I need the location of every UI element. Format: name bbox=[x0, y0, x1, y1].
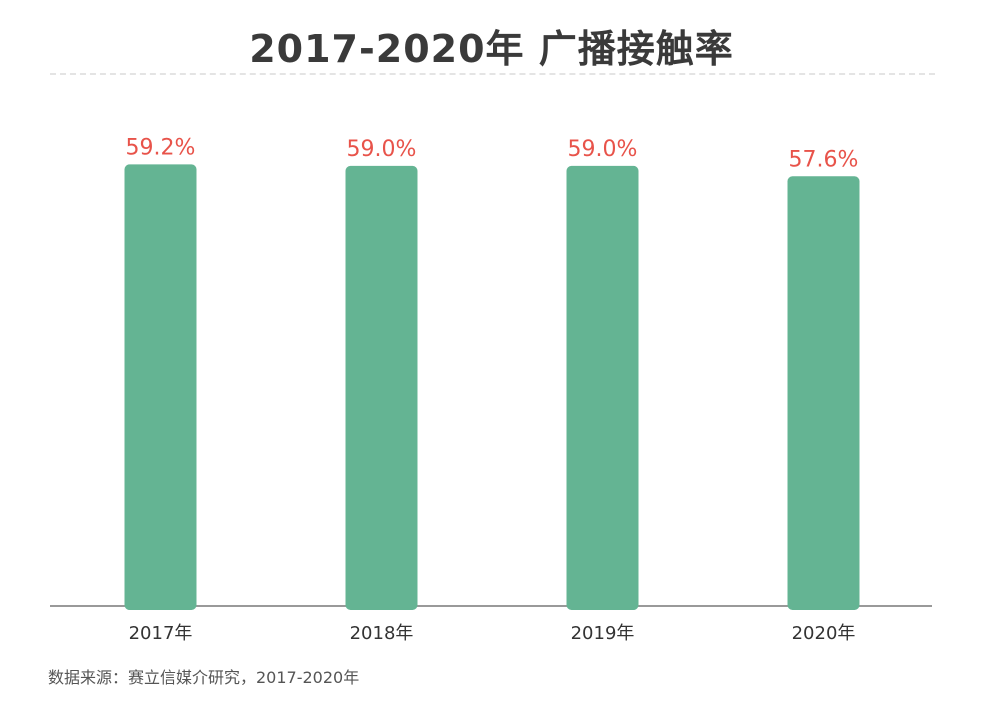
bar-3 bbox=[566, 165, 639, 611]
bars-group bbox=[124, 164, 860, 611]
value-label-2: 59.0% bbox=[347, 137, 417, 162]
x-tick-label-3: 2019年 bbox=[571, 623, 635, 644]
x-tick-labels-group: 2017年 2018年 2019年 2020年 bbox=[129, 623, 856, 644]
bar-4 bbox=[787, 176, 860, 610]
value-label-4: 57.6% bbox=[789, 147, 859, 172]
value-labels-group: 59.2% 59.0% 59.0% 57.6% bbox=[126, 135, 859, 172]
value-label-3: 59.0% bbox=[568, 137, 638, 162]
x-tick-label-2: 2018年 bbox=[350, 623, 414, 644]
title-divider bbox=[50, 73, 935, 75]
chart-title: 2017-2020年 广播接触率 bbox=[249, 27, 734, 71]
x-tick-label-4: 2020年 bbox=[792, 623, 856, 644]
bar-2 bbox=[345, 165, 418, 611]
bar-1 bbox=[124, 164, 197, 611]
value-label-1: 59.2% bbox=[126, 135, 196, 160]
source-note: 数据来源：赛立信媒介研究，2017-2020年 bbox=[48, 668, 360, 687]
x-tick-label-1: 2017年 bbox=[129, 623, 193, 644]
